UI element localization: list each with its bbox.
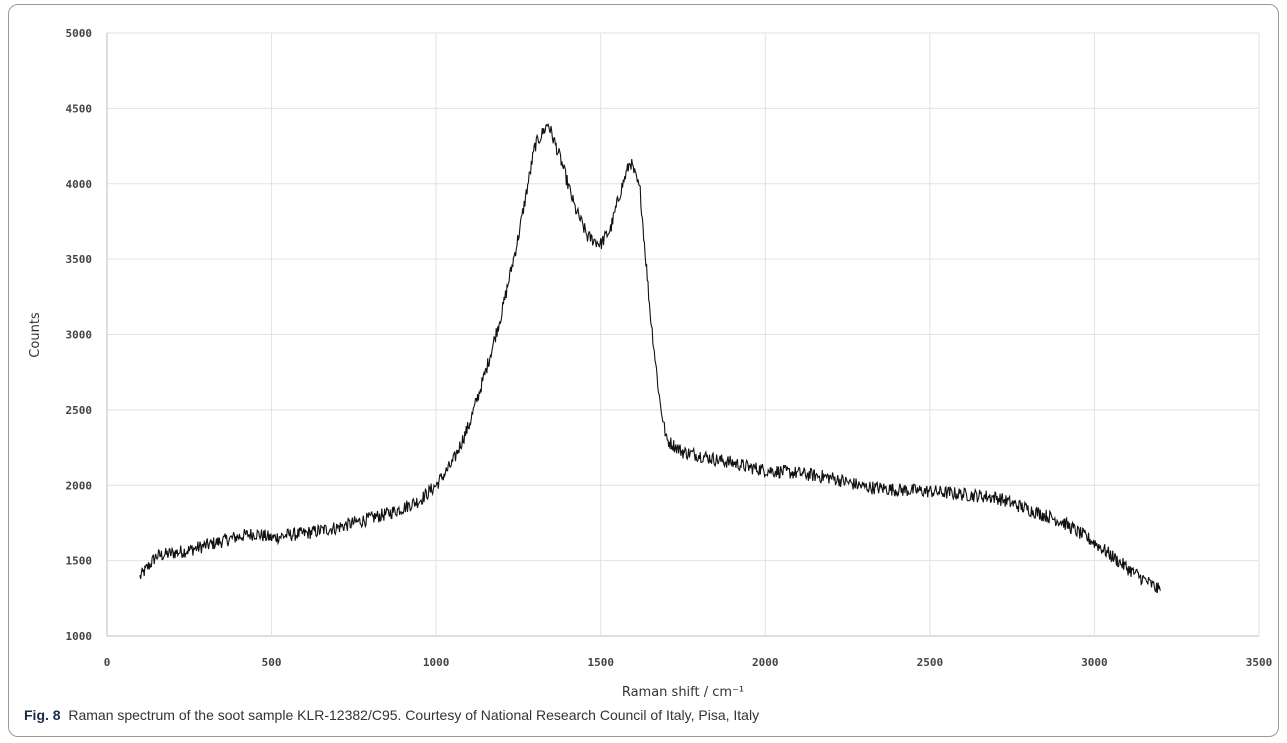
series-line-spectrum: [139, 122, 1161, 593]
x-tick-label: 500: [262, 656, 282, 669]
y-tick-label: 1000: [66, 630, 93, 643]
y-tick-label: 1500: [66, 555, 93, 568]
x-axis-label: Raman shift / cm⁻¹: [622, 685, 744, 700]
x-tick-label: 2000: [752, 656, 779, 669]
y-tick-label: 3000: [66, 329, 93, 342]
y-tick-label: 2000: [66, 479, 93, 492]
figure-frame: [8, 4, 1279, 737]
y-tick-label: 3500: [66, 253, 93, 266]
x-tick-label: 3000: [1081, 656, 1108, 669]
y-tick-label: 2500: [66, 404, 93, 417]
x-tick-label: 2500: [917, 656, 944, 669]
y-tick-label: 4000: [66, 178, 93, 191]
x-tick-label: 1500: [587, 656, 614, 669]
x-tick-label: 3500: [1246, 656, 1273, 669]
figure-caption: Fig. 8 Raman spectrum of the soot sample…: [24, 707, 759, 723]
x-tick-label: 0: [104, 656, 111, 669]
x-tick-label: 1000: [423, 656, 450, 669]
raman-chart: 1000 1500 2000 2500 3000 3500 4000 4500 5000 0 50…: [28, 27, 1273, 700]
y-axis-label: Counts: [28, 312, 43, 358]
y-tick-label: 5000: [66, 27, 93, 40]
grid-lines: [106, 32, 1260, 637]
caption-label: Fig. 8: [24, 707, 61, 723]
caption-text: Raman spectrum of the soot sample KLR-12…: [68, 707, 760, 723]
x-tick-labels: 0 500 1000 1500 2000 2500 3000 3500: [104, 656, 1273, 669]
y-tick-label: 4500: [66, 102, 93, 115]
y-tick-labels: 1000 1500 2000 2500 3000 3500 4000 4500 5000: [66, 27, 93, 643]
